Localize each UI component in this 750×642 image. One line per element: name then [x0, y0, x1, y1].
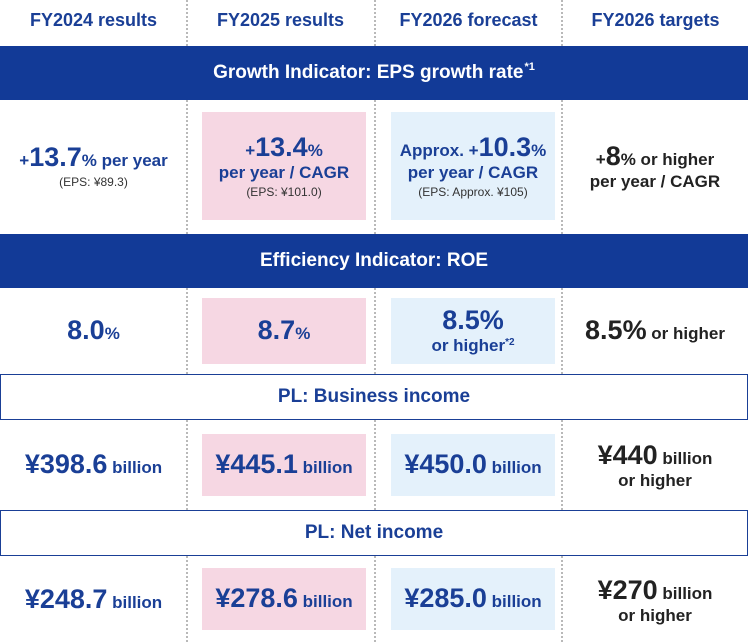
net-income-qualifier: or higher [618, 605, 692, 625]
growth-unit: % [531, 141, 547, 161]
business-income-qualifier: or higher [618, 470, 692, 490]
roe-unit: % [622, 315, 647, 346]
net-income-fy2026-target-cell: ¥270 billion or higher [562, 558, 748, 642]
roe-fy2025-cell: 8.7% [202, 298, 366, 364]
business-income-fy2026-target-cell: ¥440 billion or higher [562, 422, 748, 508]
header-fy2024-results: FY2024 results [29, 9, 158, 30]
efficiency-indicator-label: Efficiency Indicator: ROE [259, 250, 489, 271]
net-income-label: PL: Net income [304, 522, 444, 543]
header-fy2026-targets: FY2026 targets [591, 9, 720, 30]
header-fy2025-results: FY2025 results [216, 9, 345, 30]
business-income-unit: billion [297, 458, 353, 478]
growth-fy2026-forecast-cell: Approx. +10.3% per year / CAGR (EPS: App… [391, 112, 555, 220]
roe-value: 8.5 [585, 315, 623, 346]
growth-fy2024-cell: +13.7% per year (EPS: ¥89.3) [0, 100, 187, 232]
net-income-fy2025-cell: ¥278.6 billion [202, 568, 366, 630]
column-divider [186, 0, 188, 642]
net-income-value: ¥248.7 [24, 584, 108, 615]
net-income-fy2026-forecast-cell: ¥285.0 billion [391, 568, 555, 630]
roe-value: 8.0 [67, 315, 105, 346]
roe-qualifier: or higher [431, 336, 506, 356]
growth-value: 10.3 [478, 132, 532, 163]
growth-period: per year / CAGR [218, 163, 350, 183]
net-income-unit: billion [107, 593, 163, 613]
business-income-band: PL: Business income [0, 374, 748, 420]
roe-value: 8.5 [442, 305, 480, 336]
roe-qualifier: or higher [646, 324, 725, 344]
growth-unit: % or higher [620, 149, 715, 169]
net-income-unit: billion [657, 583, 713, 603]
business-income-unit: billion [107, 458, 163, 478]
efficiency-indicator-band: Efficiency Indicator: ROE [0, 234, 748, 288]
column-divider [374, 0, 376, 642]
growth-value: 13.4 [255, 132, 308, 163]
growth-unit: % per year [81, 151, 168, 171]
business-income-unit: billion [486, 458, 542, 478]
growth-prefix: Approx. + [399, 141, 479, 161]
growth-fy2026-target-cell: +8% or higher per year / CAGR [562, 100, 748, 232]
growth-unit: % [307, 141, 323, 161]
business-income-value: ¥398.6 [24, 449, 108, 480]
growth-sign: + [245, 141, 256, 161]
header-fy2026-forecast: FY2026 forecast [399, 9, 538, 30]
column-divider [561, 0, 563, 642]
eps-value: (EPS: ¥89.3) [59, 175, 128, 190]
business-income-fy2024-cell: ¥398.6 billion [0, 422, 187, 508]
roe-fy2026-target-cell: 8.5% or higher [562, 290, 748, 372]
footnote-mark: *2 [505, 337, 515, 349]
growth-indicator-band: Growth Indicator: EPS growth rate *1 [0, 46, 748, 100]
business-income-fy2026-forecast-cell: ¥450.0 billion [391, 434, 555, 496]
business-income-value: ¥450.0 [404, 449, 487, 480]
roe-unit: % [104, 324, 120, 344]
roe-fy2026-forecast-cell: 8.5% or higher*2 [391, 298, 555, 364]
roe-unit: % [295, 324, 311, 344]
net-income-band: PL: Net income [0, 510, 748, 556]
growth-sign: + [595, 149, 606, 169]
net-income-value: ¥270 [597, 574, 658, 605]
net-income-fy2024-cell: ¥248.7 billion [0, 558, 187, 642]
growth-sign: + [19, 151, 30, 171]
business-income-fy2025-cell: ¥445.1 billion [202, 434, 366, 496]
roe-fy2024-cell: 8.0% [0, 290, 187, 372]
growth-value: 8 [605, 140, 621, 171]
growth-indicator-label: Growth Indicator: EPS growth rate [213, 62, 524, 83]
net-income-value: ¥278.6 [215, 583, 298, 614]
business-income-label: PL: Business income [277, 386, 471, 407]
business-income-unit: billion [657, 448, 713, 468]
roe-unit: % [479, 305, 504, 336]
net-income-unit: billion [297, 592, 353, 612]
eps-value: (EPS: Approx. ¥105) [418, 184, 528, 199]
eps-value: (EPS: ¥101.0) [246, 184, 322, 199]
growth-period: per year / CAGR [407, 163, 539, 183]
roe-value: 8.7 [257, 315, 296, 346]
growth-fy2025-cell: +13.4% per year / CAGR (EPS: ¥101.0) [202, 112, 366, 220]
business-income-value: ¥440 [597, 439, 658, 470]
growth-period: per year / CAGR [589, 171, 721, 191]
growth-value: 13.7 [29, 142, 82, 173]
net-income-unit: billion [486, 592, 542, 612]
business-income-value: ¥445.1 [215, 449, 298, 480]
footnote-mark: *1 [524, 61, 535, 73]
net-income-value: ¥285.0 [404, 583, 487, 614]
